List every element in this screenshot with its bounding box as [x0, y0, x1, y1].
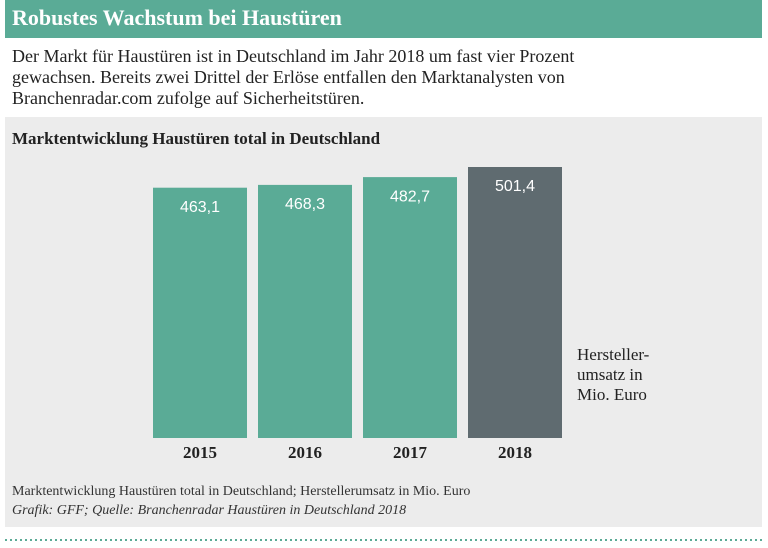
x-tick-label: 2016 — [288, 443, 322, 462]
axis-label: Mio. Euro — [577, 385, 647, 404]
value-label: 463,1 — [180, 199, 220, 216]
axis-label: umsatz in — [577, 365, 643, 384]
footnote: Marktentwicklung Haustüren total in Deut… — [12, 484, 470, 499]
value-label: 501,4 — [495, 178, 535, 195]
value-label: 468,3 — [285, 196, 325, 213]
intro-line: Branchenradar.com zufolge auf Sicherheit… — [12, 88, 364, 108]
bar — [468, 167, 562, 438]
x-tick-label: 2015 — [183, 443, 217, 462]
x-tick-label: 2018 — [498, 443, 532, 462]
axis-label: Hersteller- — [577, 345, 650, 364]
intro-line: Der Markt für Haustüren ist in Deutschla… — [12, 46, 574, 66]
page-title: Robustes Wachstum bei Haustüren — [12, 5, 342, 30]
bar — [258, 184, 352, 438]
intro-line: gewachsen. Bereits zwei Drittel der Erlö… — [12, 67, 565, 87]
x-tick-label: 2017 — [393, 443, 428, 462]
header-bar — [5, 0, 762, 38]
chart-title: Marktentwicklung Haustüren total in Deut… — [12, 129, 381, 148]
value-label: 482,7 — [390, 188, 430, 205]
bar — [153, 187, 247, 438]
bar — [363, 177, 457, 438]
footnote: Grafik: GFF; Quelle: Branchenradar Haust… — [12, 503, 406, 518]
